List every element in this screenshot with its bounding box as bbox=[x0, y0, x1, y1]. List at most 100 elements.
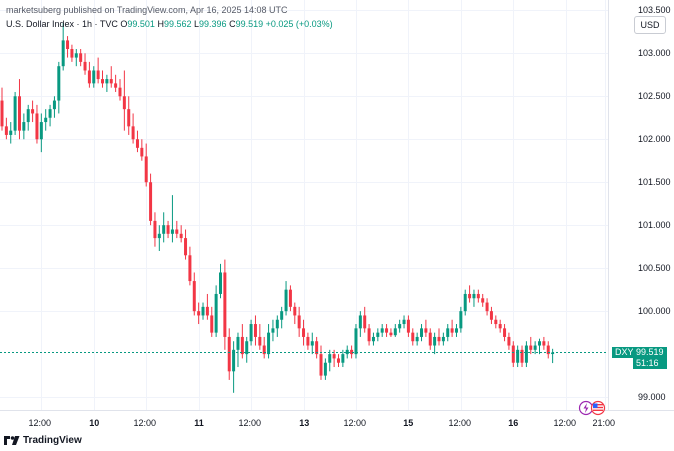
candle bbox=[245, 336, 249, 363]
candle bbox=[197, 302, 201, 325]
candle-body bbox=[441, 336, 445, 342]
candle bbox=[402, 315, 406, 329]
candle-layer bbox=[0, 23, 555, 393]
candle-body bbox=[332, 354, 336, 359]
tradingview-logo-text: TradingView bbox=[23, 435, 82, 446]
candle-body bbox=[157, 233, 161, 239]
candle-body bbox=[468, 293, 472, 299]
candle bbox=[315, 336, 319, 359]
candle-body bbox=[507, 336, 511, 346]
candle-body bbox=[26, 109, 30, 123]
candle-body bbox=[280, 311, 284, 320]
candle-body bbox=[529, 345, 533, 350]
candle bbox=[79, 48, 83, 67]
candle bbox=[538, 338, 542, 355]
candle bbox=[363, 306, 367, 333]
candle-body bbox=[44, 117, 48, 123]
candle-body bbox=[271, 328, 275, 333]
candle-body bbox=[336, 358, 340, 363]
candle-body bbox=[205, 306, 209, 316]
candle-body bbox=[227, 336, 231, 372]
candle bbox=[92, 66, 96, 88]
candle-body bbox=[0, 100, 4, 127]
candle bbox=[22, 113, 26, 140]
candle-body bbox=[450, 328, 454, 333]
candle bbox=[476, 289, 480, 303]
time-tick-label: 21:00 bbox=[592, 418, 616, 428]
candle bbox=[328, 349, 332, 372]
candle-body bbox=[463, 293, 467, 312]
candle-body bbox=[258, 336, 262, 346]
last-price-box: 99.519 51:16 bbox=[633, 346, 667, 369]
open-value: 99.501 bbox=[127, 19, 155, 29]
time-tick-label: 11 bbox=[194, 418, 204, 428]
candle bbox=[450, 319, 454, 337]
ohlc-legend: U.S. Dollar Index · 1h · TVC O99.501 H99… bbox=[6, 19, 333, 29]
candle-body bbox=[262, 345, 266, 355]
candle bbox=[267, 324, 271, 359]
candle-body bbox=[354, 328, 358, 355]
candle-body bbox=[310, 341, 314, 346]
candle-body bbox=[524, 345, 528, 363]
candle bbox=[551, 348, 555, 364]
time-tick-label: 13 bbox=[299, 418, 310, 428]
time-tick-label: 15 bbox=[403, 418, 414, 428]
candle bbox=[411, 328, 415, 346]
candle bbox=[227, 328, 231, 380]
candle-body bbox=[511, 345, 515, 363]
lightning-event-icon[interactable] bbox=[578, 400, 594, 416]
candle-body bbox=[122, 96, 126, 110]
candle bbox=[236, 332, 240, 368]
candle bbox=[293, 302, 297, 325]
candle bbox=[489, 306, 493, 325]
candle-body bbox=[17, 96, 21, 131]
tradingview-logo[interactable]: TradingView bbox=[4, 435, 82, 446]
change-value: +0.025 (+0.03%) bbox=[265, 19, 333, 29]
us-flag-event-icon[interactable] bbox=[590, 400, 606, 416]
candle bbox=[39, 113, 43, 153]
candle bbox=[380, 324, 384, 337]
candle bbox=[398, 319, 402, 333]
high-value: 99.562 bbox=[163, 19, 192, 29]
currency-button[interactable]: USD bbox=[634, 16, 666, 34]
candle-body bbox=[144, 156, 148, 183]
candle-body bbox=[214, 293, 218, 333]
candle-body bbox=[551, 352, 555, 355]
candle-body bbox=[114, 83, 118, 88]
candle bbox=[4, 117, 8, 140]
symbol-label[interactable]: U.S. Dollar Index · 1h · TVC bbox=[6, 19, 118, 29]
candle bbox=[240, 324, 244, 359]
candle bbox=[533, 341, 537, 355]
candle bbox=[332, 349, 336, 368]
candle-body bbox=[52, 100, 56, 110]
candle bbox=[192, 272, 196, 316]
candle-body bbox=[319, 354, 323, 376]
candle bbox=[428, 328, 432, 350]
tradingview-logo-icon bbox=[4, 435, 20, 445]
candle bbox=[306, 332, 310, 350]
candle bbox=[17, 79, 21, 140]
candle bbox=[135, 130, 139, 153]
candle bbox=[389, 328, 393, 337]
candle-body bbox=[192, 281, 196, 312]
candle-body bbox=[240, 336, 244, 355]
candle-body bbox=[135, 139, 139, 148]
price-tick-label: 102.500 bbox=[638, 90, 671, 101]
high-key: H bbox=[157, 19, 164, 29]
candle-body bbox=[149, 182, 153, 221]
candle-body bbox=[293, 306, 297, 316]
price-tick-label: 103.500 bbox=[638, 4, 671, 15]
candle bbox=[153, 212, 157, 247]
candle-body bbox=[140, 147, 144, 157]
candle bbox=[280, 306, 284, 329]
candle bbox=[162, 212, 166, 243]
time-tick-label: 12:00 bbox=[238, 418, 262, 428]
candle bbox=[275, 315, 279, 337]
candle bbox=[57, 61, 61, 114]
candle-body bbox=[219, 272, 222, 294]
candle bbox=[262, 336, 266, 359]
candle-body bbox=[245, 341, 249, 355]
candle-body bbox=[315, 341, 319, 355]
candle bbox=[302, 319, 306, 346]
